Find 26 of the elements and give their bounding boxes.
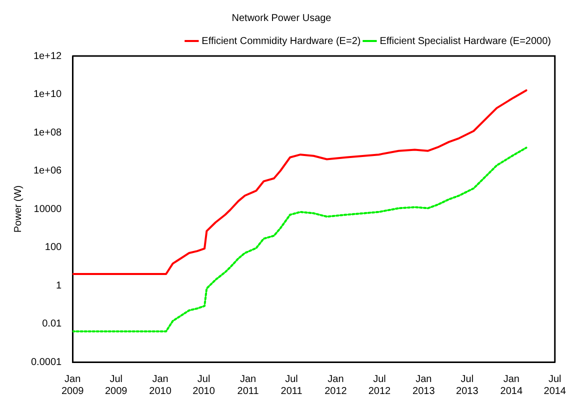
y-tick-label: 1: [56, 280, 62, 292]
line-series: [72, 146, 528, 332]
y-tick-label: 10000: [34, 204, 62, 215]
x-tick-label: Jul 2011: [280, 374, 303, 397]
x-tick-label: Jan 2013: [412, 374, 436, 397]
x-tick-label: Jan 2010: [149, 374, 172, 397]
y-tick-label: 1e+06: [33, 166, 62, 176]
legend-label: Efficient Commidity Hardware (E=2): [202, 36, 361, 47]
y-tick-label: 1e+12: [33, 50, 62, 62]
x-tick-label: Jul 2014: [544, 374, 566, 397]
x-tick-label: Jul 2009: [104, 374, 128, 397]
y-tick-label: 1e+08: [33, 127, 62, 138]
x-tick-label: Jan 2012: [324, 374, 348, 397]
x-tick-label: Jan 2009: [61, 374, 84, 397]
x-tick-label: Jul 2012: [368, 374, 392, 397]
chart-title: Network Power Usage: [232, 12, 332, 24]
y-tick-label: 0.0001: [30, 356, 62, 368]
y-tick-label: 0.01: [42, 318, 62, 330]
x-tick-label: Jul 2010: [192, 374, 216, 397]
x-tick-label: Jan 2014: [500, 374, 523, 397]
y-tick-label: 100: [44, 242, 62, 253]
x-tick-label: Jan 2011: [237, 374, 260, 397]
x-tick-label: Jul 2013: [456, 374, 479, 397]
legend-label: Efficient Specialist Hardware (E=2000): [380, 36, 552, 47]
y-tick-label: 1e+10: [33, 89, 62, 100]
y-axis-title: Power (W): [12, 185, 24, 233]
